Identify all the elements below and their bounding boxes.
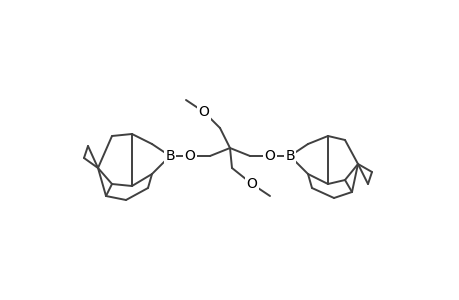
Text: O: O: [264, 149, 275, 163]
Text: B: B: [165, 149, 174, 163]
Text: O: O: [246, 177, 257, 191]
Text: O: O: [198, 105, 209, 119]
Text: O: O: [184, 149, 195, 163]
Text: B: B: [285, 149, 294, 163]
